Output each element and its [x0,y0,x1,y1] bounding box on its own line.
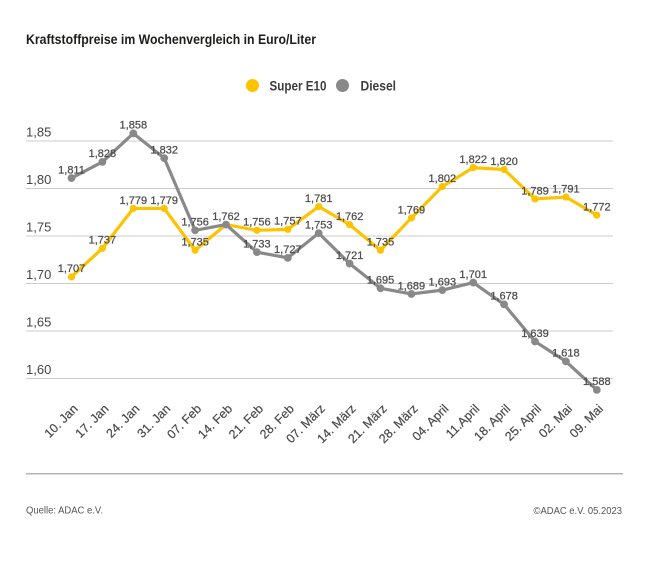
svg-text:1,689: 1,689 [398,280,426,292]
svg-text:1,753: 1,753 [305,219,333,231]
svg-text:1,822: 1,822 [459,154,487,166]
svg-text:1,60: 1,60 [26,362,51,377]
svg-text:1,789: 1,789 [521,185,549,197]
svg-text:1,737: 1,737 [89,235,117,247]
svg-text:1,781: 1,781 [305,193,333,205]
svg-text:Quelle: ADAC e.V.: Quelle: ADAC e.V. [26,505,103,517]
svg-text:1,757: 1,757 [274,216,302,228]
svg-text:1,707: 1,707 [58,263,86,275]
svg-text:1,727: 1,727 [274,244,302,256]
svg-text:1,65: 1,65 [26,315,51,330]
svg-text:1,762: 1,762 [336,211,364,223]
svg-text:1,618: 1,618 [552,348,580,360]
svg-text:1,678: 1,678 [490,291,518,303]
svg-text:1,693: 1,693 [429,276,457,288]
svg-text:1,832: 1,832 [150,144,178,156]
svg-text:1,811: 1,811 [58,164,85,176]
svg-text:1,701: 1,701 [459,269,487,281]
svg-text:1,756: 1,756 [181,217,209,229]
svg-text:1,762: 1,762 [212,211,240,223]
svg-text:1,721: 1,721 [336,250,364,262]
svg-text:1,769: 1,769 [398,204,426,216]
svg-text:1,70: 1,70 [26,267,51,282]
svg-text:©ADAC e.V. 05.2023: ©ADAC e.V. 05.2023 [534,505,623,517]
svg-text:1,828: 1,828 [89,148,117,160]
svg-text:1,735: 1,735 [181,237,209,249]
svg-text:1,772: 1,772 [583,201,611,213]
svg-text:1,588: 1,588 [583,376,611,388]
svg-text:1,695: 1,695 [367,275,395,287]
svg-text:Kraftstoffpreise im Wochenverg: Kraftstoffpreise im Wochenvergleich in E… [26,32,317,47]
svg-text:1,80: 1,80 [26,172,51,187]
svg-text:1,756: 1,756 [243,217,271,229]
svg-text:1,735: 1,735 [367,237,395,249]
svg-text:1,639: 1,639 [521,328,549,340]
svg-text:1,779: 1,779 [150,195,178,207]
svg-text:1,733: 1,733 [243,238,271,250]
svg-text:Diesel: Diesel [361,79,397,94]
svg-text:1,85: 1,85 [26,125,51,140]
svg-text:1,791: 1,791 [552,183,580,195]
svg-text:1,802: 1,802 [429,173,457,185]
svg-text:1,858: 1,858 [120,120,148,132]
svg-text:1,820: 1,820 [490,156,518,168]
svg-text:1,779: 1,779 [120,195,148,207]
svg-text:1,75: 1,75 [26,220,51,235]
svg-text:Super E10: Super E10 [270,79,327,94]
